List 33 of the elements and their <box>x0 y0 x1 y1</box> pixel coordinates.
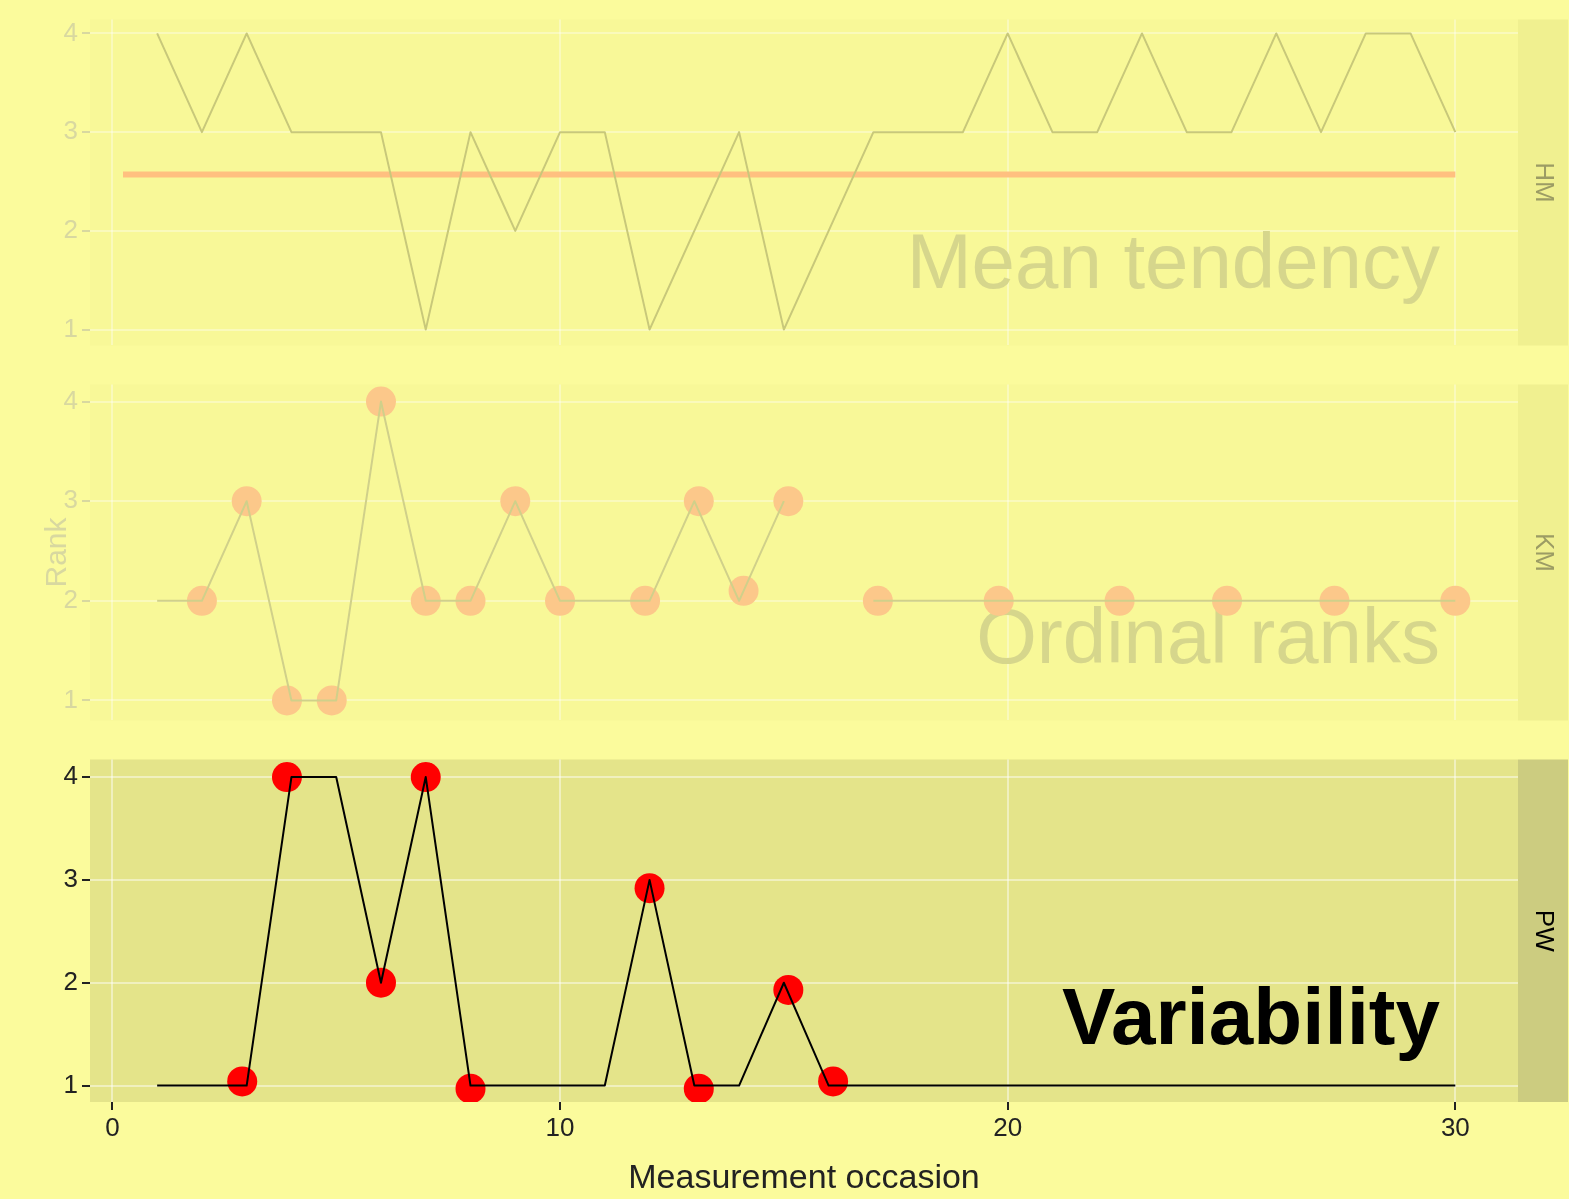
x-axis-title: Measurement occasion <box>628 1156 980 1195</box>
point <box>1440 585 1471 616</box>
x-tick-label: 30 <box>1440 1111 1470 1142</box>
point <box>271 685 302 716</box>
y-tick-label: 1 <box>63 1068 78 1099</box>
text: PW <box>1529 909 1560 953</box>
point <box>365 386 396 417</box>
x-tick-label: 0 <box>105 1111 120 1142</box>
point <box>455 585 486 616</box>
point <box>186 585 217 616</box>
point <box>410 762 441 793</box>
point <box>545 585 576 616</box>
point <box>773 486 804 517</box>
point <box>862 585 893 616</box>
text: HM <box>1529 162 1560 203</box>
point <box>316 685 347 716</box>
y-tick-label: 3 <box>63 863 78 894</box>
point <box>818 1066 849 1097</box>
point <box>683 1073 714 1102</box>
text: KM <box>1529 533 1560 572</box>
point <box>271 762 302 793</box>
point <box>410 585 441 616</box>
y-tick-label: 4 <box>63 760 78 791</box>
point <box>231 486 262 517</box>
x-tick-label: 10 <box>545 1111 575 1142</box>
point <box>500 486 531 517</box>
point <box>365 967 396 998</box>
annotation: Variability <box>1062 972 1441 1062</box>
point <box>455 1073 486 1102</box>
point <box>630 585 661 616</box>
point <box>683 486 714 517</box>
x-tick-label: 20 <box>993 1111 1023 1142</box>
y-tick-label: 2 <box>63 965 78 996</box>
